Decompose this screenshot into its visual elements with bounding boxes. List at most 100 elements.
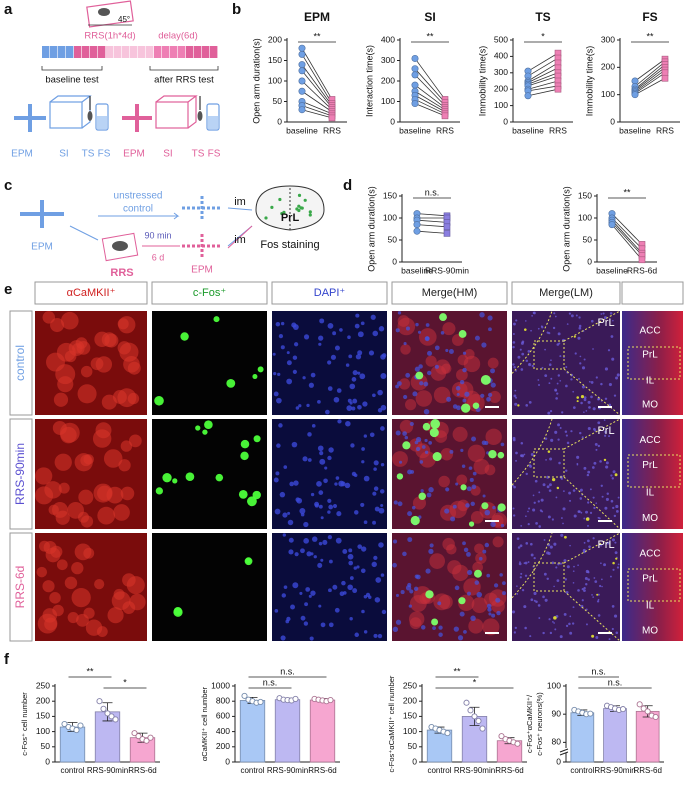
cell: [302, 376, 306, 380]
cell: [286, 360, 292, 366]
cell: [521, 352, 525, 356]
cell: [572, 390, 575, 393]
pair-line: [301, 47, 333, 100]
y-tick-label: 200: [494, 83, 508, 93]
cell: [521, 340, 525, 344]
cell: [519, 348, 522, 351]
cell: [595, 448, 598, 451]
cell: [327, 455, 332, 461]
cell: [292, 369, 297, 374]
cell: [551, 477, 556, 482]
cell: [440, 331, 445, 335]
cell: [525, 404, 529, 407]
cell: [332, 331, 337, 336]
cell: [515, 370, 517, 372]
cell: [528, 507, 531, 510]
cell: [423, 408, 430, 415]
cell: [565, 384, 568, 388]
cell: [455, 482, 459, 486]
cell: [422, 422, 431, 431]
cell: [514, 396, 518, 399]
pair-line: [527, 57, 559, 77]
y-tick-label: 150: [36, 711, 50, 721]
cell: [573, 335, 576, 338]
cell: [370, 314, 376, 320]
cell: [583, 517, 586, 520]
cell: [575, 314, 578, 317]
cell: [583, 396, 587, 399]
cell: [520, 442, 524, 445]
cell: [298, 404, 302, 408]
strip: [622, 419, 683, 529]
cell: [596, 593, 599, 596]
cell: [465, 503, 470, 508]
cell: [551, 518, 554, 521]
row-label-box: [9, 310, 33, 416]
cell: [354, 323, 360, 329]
cell: [460, 403, 471, 413]
cell: [97, 506, 116, 525]
cell: [549, 483, 552, 487]
cell: [347, 553, 354, 560]
strip-region: IL: [646, 488, 655, 499]
cell: [538, 617, 541, 620]
x-tick-label: RRS-90min: [267, 766, 308, 775]
arrow: [69, 225, 99, 241]
cell: [252, 490, 261, 500]
pair-line: [416, 224, 448, 228]
cell: [612, 561, 615, 565]
cell: [577, 510, 581, 513]
strip-region: PrL: [642, 573, 658, 584]
cell: [287, 511, 291, 515]
cell: [303, 521, 309, 528]
y-tick-label: 0: [45, 756, 50, 766]
cell: [50, 318, 65, 333]
cell: [490, 382, 496, 388]
cell: [615, 557, 618, 560]
y-tick-label: 400: [381, 34, 395, 44]
cell: [319, 458, 326, 465]
cell: [64, 576, 78, 590]
cell: [560, 517, 563, 519]
cell: [415, 436, 422, 443]
cell: [544, 598, 548, 602]
cell: [524, 626, 527, 630]
zoom-box: [533, 340, 565, 370]
cell: [585, 608, 588, 611]
y-tick-label: 150: [268, 55, 282, 65]
cell: [420, 489, 424, 493]
cell: [363, 475, 370, 482]
cell: [446, 396, 452, 402]
cell: [578, 377, 581, 380]
test-label: TS: [192, 149, 205, 160]
cell: [570, 430, 573, 433]
cell: [363, 520, 368, 525]
cell: [419, 451, 436, 468]
cell: [585, 410, 588, 412]
cell: [399, 419, 414, 434]
cell: [410, 469, 415, 474]
strip-region: PrL: [642, 350, 658, 361]
y-tick-label: 400: [216, 726, 230, 736]
cell: [512, 514, 516, 517]
charts: 0 50 100 150 200 Open arm duration(s) EPM basel…: [20, 10, 680, 775]
x-tick-label: RRS: [656, 125, 674, 135]
cell: [279, 491, 286, 498]
cell: [608, 382, 612, 387]
cell: [617, 563, 620, 566]
cell: [55, 510, 70, 525]
cell: [380, 462, 385, 467]
point: [441, 112, 449, 120]
pair-line: [527, 67, 559, 83]
cell: [589, 511, 593, 514]
point: [619, 706, 627, 713]
timeline-cell: [42, 46, 50, 58]
cell: [516, 537, 520, 540]
point: [444, 730, 451, 737]
cell: [117, 341, 131, 355]
cell: [337, 419, 342, 424]
cell: [374, 597, 381, 603]
cell: [336, 511, 342, 517]
pair-line: [634, 64, 666, 90]
